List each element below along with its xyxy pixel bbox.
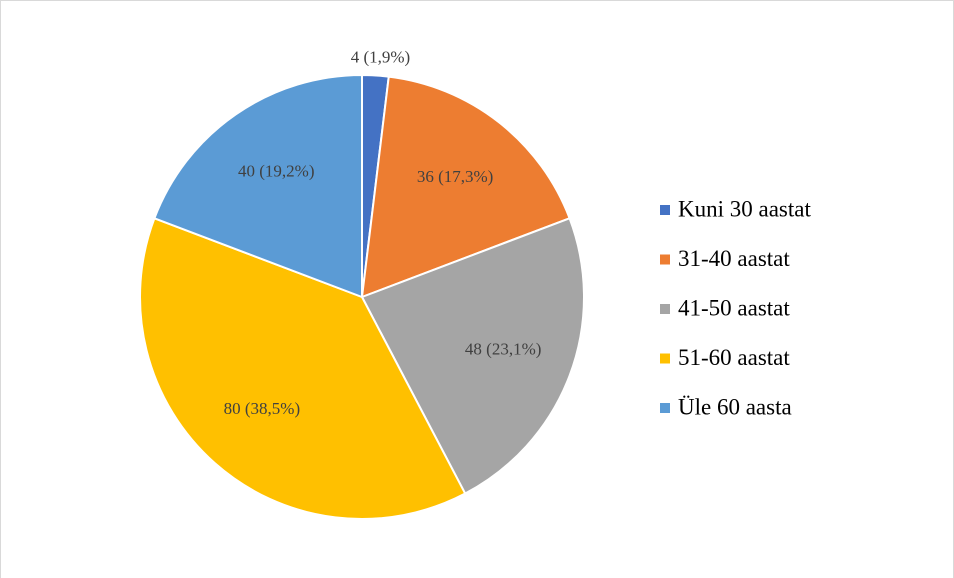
legend-label: Üle 60 aasta xyxy=(678,394,792,419)
legend-label: 51-60 aastat xyxy=(678,345,790,370)
data-label: 80 (38,5%) xyxy=(224,399,300,418)
legend-swatch xyxy=(660,205,670,215)
legend-swatch xyxy=(660,353,670,364)
legend-label: Kuni 30 aastat xyxy=(678,196,811,221)
pie-slice xyxy=(139,216,467,520)
legend-swatch xyxy=(660,403,670,413)
data-label: 48 (23,1%) xyxy=(465,339,541,358)
legend-swatch xyxy=(660,304,670,314)
pie-slice xyxy=(360,216,585,495)
legend-label: 31-40 aastat xyxy=(678,246,790,271)
data-label: 36 (17,3%) xyxy=(417,167,493,186)
pie-slice xyxy=(360,75,571,299)
data-label: 4 (1,9%) xyxy=(351,47,410,66)
legend-label: 41-50 aastat xyxy=(678,295,790,320)
legend-swatch xyxy=(660,254,670,265)
pie-slice xyxy=(153,73,363,299)
data-label: 40 (19,2%) xyxy=(238,162,314,181)
